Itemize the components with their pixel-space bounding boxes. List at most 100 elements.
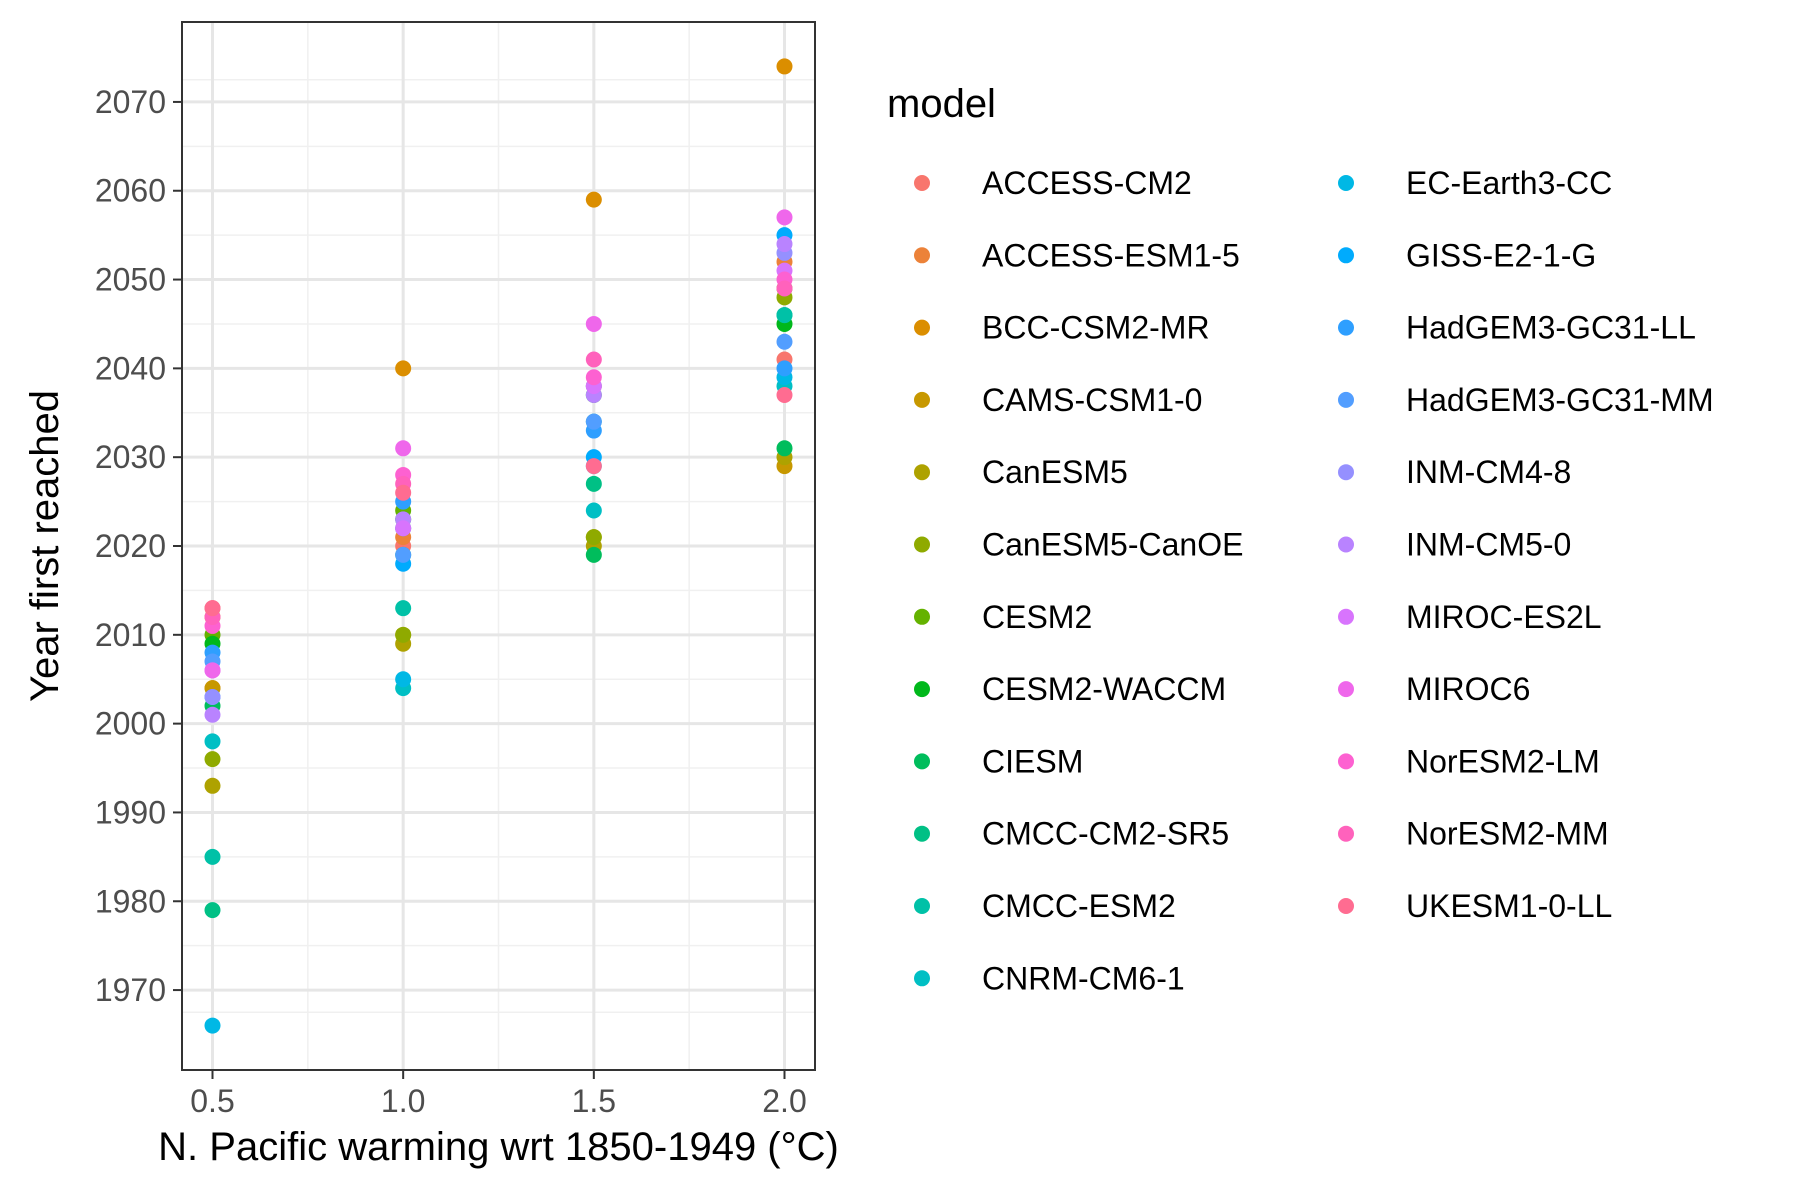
data-point — [585, 315, 602, 332]
data-point — [395, 440, 412, 457]
legend-label: HadGEM3-GC31-MM — [1406, 382, 1714, 418]
data-point — [776, 209, 793, 226]
data-point — [585, 502, 602, 519]
legend-key — [1338, 608, 1354, 625]
data-point — [585, 351, 602, 368]
legend-key — [914, 608, 930, 625]
data-point — [585, 475, 602, 492]
y-tick-label: 2000 — [95, 706, 166, 742]
legend-key — [914, 319, 930, 336]
y-axis-title: Year first reached — [23, 390, 67, 702]
y-tick-label: 2030 — [95, 439, 166, 475]
data-point — [395, 546, 412, 563]
x-axis-title: N. Pacific warming wrt 1850-1949 (°C) — [158, 1125, 839, 1169]
legend-label: EC-Earth3-CC — [1406, 165, 1612, 201]
minor-gridlines — [182, 22, 815, 1070]
legend-key — [1338, 391, 1354, 408]
legend-label: CMCC-ESM2 — [982, 888, 1176, 924]
data-point — [204, 733, 221, 750]
legend-item: HadGEM3-GC31-MM — [1338, 382, 1714, 418]
legend-key — [1338, 175, 1354, 191]
legend-key — [914, 825, 930, 842]
legend-key — [1338, 536, 1354, 553]
data-points — [204, 58, 793, 1034]
legend-item: CNRM-CM6-1 — [914, 960, 1185, 996]
data-point — [204, 751, 221, 768]
data-point — [204, 848, 221, 865]
x-tick-label: 0.5 — [190, 1083, 234, 1119]
data-point — [585, 369, 602, 386]
data-point — [204, 662, 221, 679]
data-point — [395, 671, 412, 688]
legend-label: MIROC6 — [1406, 671, 1530, 707]
data-point — [585, 546, 602, 563]
data-point — [395, 600, 412, 617]
data-point — [395, 484, 412, 501]
data-point — [776, 387, 793, 404]
legend-item: ACCESS-CM2 — [914, 165, 1192, 201]
data-point — [204, 688, 221, 705]
y-tick-label: 2010 — [95, 617, 166, 653]
legend-label: HadGEM3-GC31-LL — [1406, 310, 1696, 346]
data-point — [395, 360, 412, 377]
legend-key — [914, 175, 930, 191]
legend-title: model — [887, 82, 996, 126]
legend-item: CAMS-CSM1-0 — [914, 382, 1202, 418]
legend-label: INM-CM4-8 — [1406, 454, 1571, 490]
legend: model ACCESS-CM2 ACCESS-ESM1-5 BCC-CSM2-MR… — [887, 82, 1714, 996]
data-point — [776, 58, 793, 75]
legend-key — [914, 391, 930, 408]
legend-label: GISS-E2-1-G — [1406, 237, 1596, 273]
legend-item: CanESM5 — [914, 454, 1128, 490]
legend-item: INM-CM5-0 — [1338, 527, 1571, 563]
legend-item: UKESM1-0-LL — [1338, 888, 1612, 924]
data-point — [395, 520, 412, 537]
legend-item: CMCC-CM2-SR5 — [914, 816, 1229, 852]
y-tick-label: 2050 — [95, 262, 166, 298]
legend-key — [1338, 247, 1354, 264]
legend-item: ACCESS-ESM1-5 — [914, 237, 1240, 273]
data-point — [204, 902, 221, 919]
legend-label: BCC-CSM2-MR — [982, 310, 1210, 346]
data-point — [776, 236, 793, 253]
legend-item: CanESM5-CanOE — [914, 527, 1243, 563]
legend-label: UKESM1-0-LL — [1406, 888, 1612, 924]
legend-item: CMCC-ESM2 — [914, 888, 1176, 924]
legend-key — [914, 898, 930, 914]
legend-key — [1338, 753, 1354, 770]
y-tick-label: 1980 — [95, 883, 166, 919]
legend-label: ACCESS-ESM1-5 — [982, 237, 1240, 273]
legend-key — [1338, 319, 1354, 336]
data-point — [395, 626, 412, 643]
legend-item: HadGEM3-GC31-LL — [1338, 310, 1696, 346]
legend-label: CIESM — [982, 743, 1083, 779]
data-point — [776, 280, 793, 297]
legend-label: CanESM5-CanOE — [982, 527, 1243, 563]
legend-item: MIROC-ES2L — [1338, 599, 1602, 635]
data-point — [585, 529, 602, 546]
y-tick-label: 2070 — [95, 84, 166, 120]
legend-item: EC-Earth3-CC — [1338, 165, 1612, 201]
legend-key — [914, 464, 930, 481]
legend-label: CanESM5 — [982, 454, 1128, 490]
legend-item: INM-CM4-8 — [1338, 454, 1571, 490]
data-point — [204, 1017, 221, 1034]
legend-key — [914, 247, 930, 264]
legend-key — [1338, 681, 1354, 698]
legend-item: BCC-CSM2-MR — [914, 310, 1210, 346]
legend-label: NorESM2-LM — [1406, 743, 1600, 779]
y-tick-label: 1970 — [95, 972, 166, 1008]
y-tick-label: 2060 — [95, 173, 166, 209]
legend-key — [914, 536, 930, 553]
data-point — [585, 413, 602, 430]
legend-item: MIROC6 — [1338, 671, 1530, 707]
y-tick-label: 1990 — [95, 794, 166, 830]
legend-item: CESM2-WACCM — [914, 671, 1226, 707]
legend-key — [1338, 464, 1354, 481]
legend-label: CESM2 — [982, 599, 1092, 635]
x-tick-label: 2.0 — [762, 1083, 806, 1119]
legend-label: CESM2-WACCM — [982, 671, 1226, 707]
data-point — [776, 333, 793, 350]
legend-key — [914, 681, 930, 698]
